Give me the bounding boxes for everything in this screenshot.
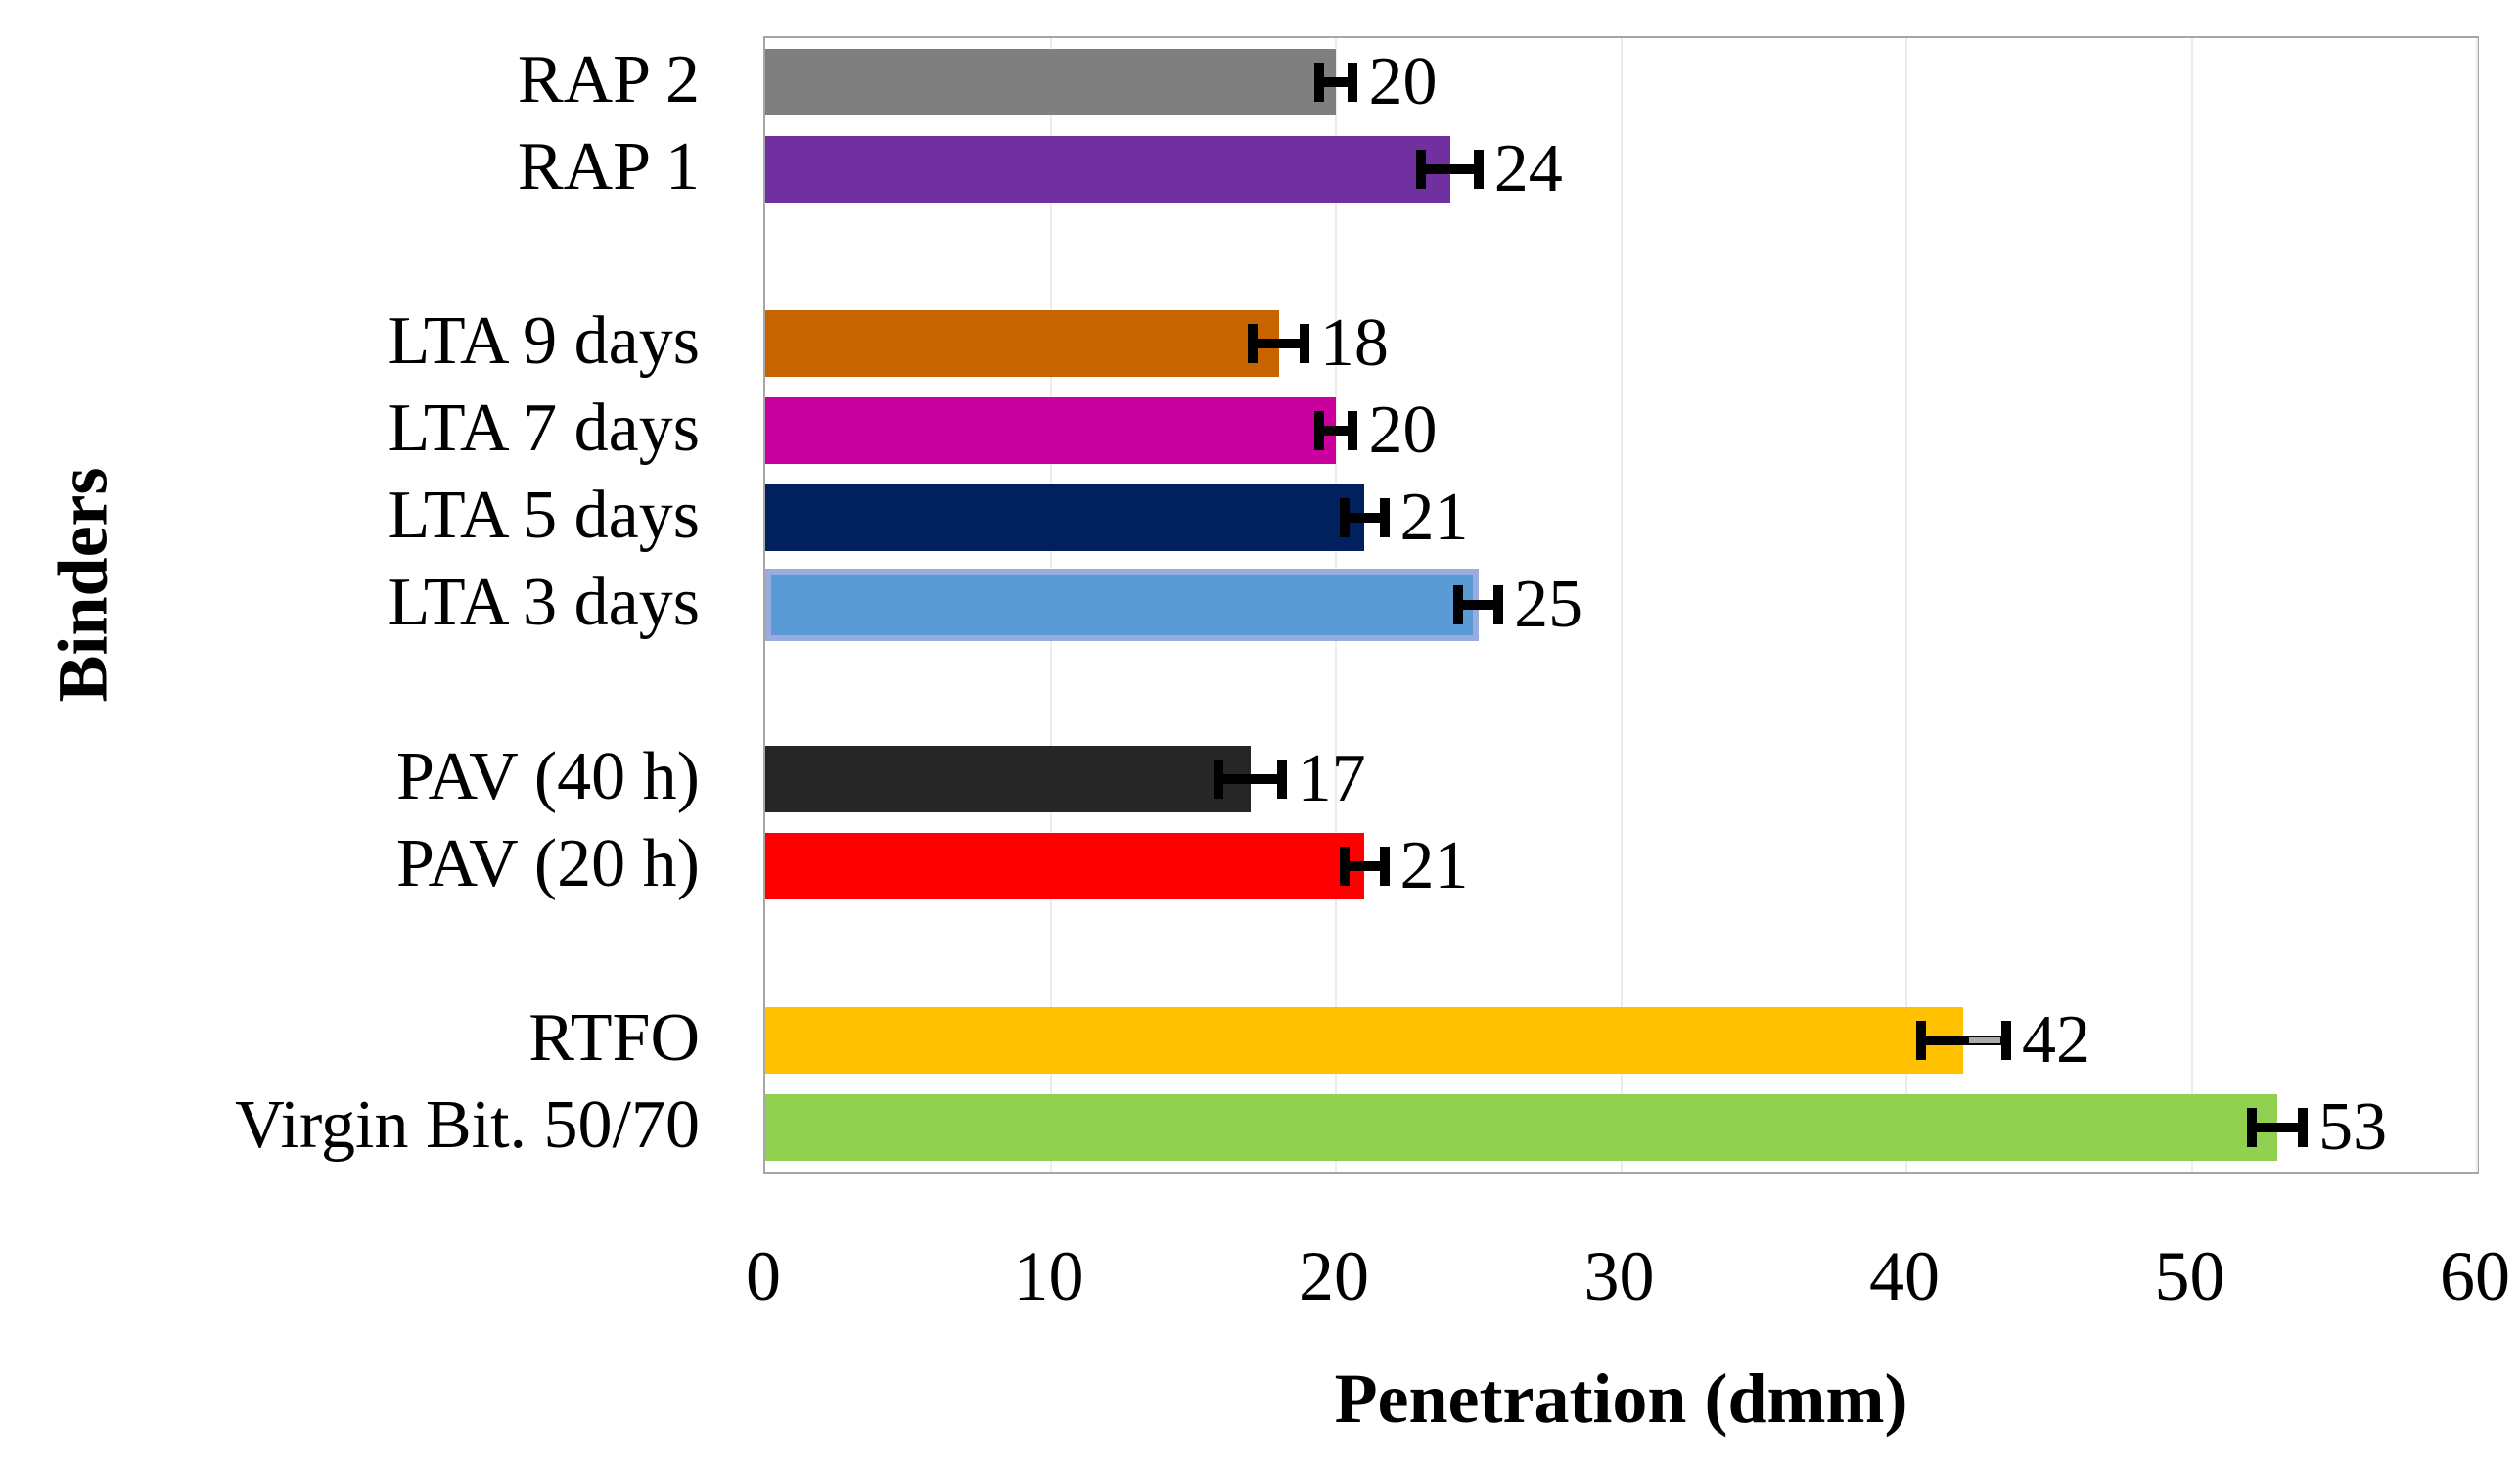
error-bar	[2251, 1123, 2304, 1133]
error-bar-cap	[1379, 497, 1390, 537]
bar	[765, 484, 1365, 551]
category-labels: RAP 2 RAP 1 LTA 9 days LTA 7 days LTA 5 days…	[0, 36, 700, 1174]
error-bar-cap	[1276, 760, 1287, 800]
bar-value-label: 18	[1319, 304, 1389, 381]
error-bar	[1344, 512, 1385, 523]
error-bar	[1344, 861, 1385, 872]
bar	[765, 135, 1450, 203]
error-bar	[1421, 163, 1479, 174]
error-bar-cap	[1453, 585, 1464, 624]
category-label: LTA 3 days	[388, 565, 701, 640]
grid-line	[2476, 38, 2478, 1172]
bar	[765, 309, 1279, 377]
error-bar-cap	[1915, 1021, 1926, 1061]
bar-value-label: 21	[1399, 479, 1469, 555]
category-label: LTA 7 days	[388, 390, 701, 466]
bar	[765, 396, 1336, 464]
grid-line	[2190, 38, 2193, 1172]
bar-value-label: 20	[1368, 392, 1438, 468]
error-bar-cap	[1493, 585, 1504, 624]
bar	[765, 569, 1479, 641]
error-bar	[1218, 774, 1282, 785]
bar-value-label: 42	[2022, 1002, 2091, 1079]
error-bar	[1318, 425, 1353, 436]
x-axis-ticks: 0 10 20 30 40 50 60	[746, 1237, 2510, 1319]
category-label: PAV (20 h)	[396, 826, 700, 902]
bar	[765, 746, 1251, 813]
error-bar-cap	[1379, 847, 1390, 887]
error-bar-cap	[2246, 1108, 2257, 1148]
error-bar-cap	[1313, 62, 1324, 102]
x-tick-label: 0	[746, 1237, 781, 1315]
error-bar-cap	[1416, 149, 1427, 189]
bar	[765, 1007, 1964, 1075]
x-tick-label: 40	[1869, 1237, 1940, 1315]
x-tick-label: 60	[2440, 1237, 2510, 1315]
plot-area: 20 24 18 20 21 25 17 21 42 53	[763, 36, 2479, 1174]
category-label: LTA 5 days	[388, 477, 701, 553]
error-bar-cap	[1214, 760, 1224, 800]
category-label: PAV (40 h)	[396, 739, 700, 815]
x-tick-label: 50	[2154, 1237, 2225, 1315]
category-label: LTA 9 days	[388, 302, 701, 379]
category-label: Virgin Bit. 50/70	[235, 1087, 700, 1164]
x-tick-label: 20	[1299, 1237, 1369, 1315]
error-bar-cap	[2001, 1021, 2012, 1061]
category-label: RTFO	[528, 1000, 700, 1077]
error-bar-cap	[1339, 847, 1350, 887]
category-label: RAP 1	[517, 128, 700, 205]
error-bar-cap	[1248, 323, 1259, 363]
bar-value-label: 20	[1368, 43, 1438, 119]
x-axis-title: Penetration (dmm)	[1334, 1359, 1908, 1438]
error-bar	[1318, 76, 1353, 87]
grid-line	[1905, 38, 1907, 1172]
bar-value-label: 25	[1514, 567, 1583, 642]
error-bar	[1458, 600, 1499, 610]
grid-line	[1620, 38, 1623, 1172]
error-bar-cap	[1299, 323, 1309, 363]
bar	[765, 1094, 2277, 1162]
error-bar-cap	[1348, 62, 1358, 102]
bar	[765, 833, 1365, 900]
bar-value-label: 17	[1297, 741, 1366, 817]
bar	[765, 48, 1336, 115]
x-tick-label: 10	[1013, 1237, 1084, 1315]
bar-value-label: 24	[1493, 130, 1563, 207]
error-bar	[1253, 338, 1305, 348]
error-bar-cap	[1348, 410, 1358, 450]
category-label: RAP 2	[517, 41, 700, 117]
x-tick-label: 30	[1583, 1237, 1655, 1315]
bar-value-label: 21	[1399, 828, 1469, 904]
bar-value-label: 53	[2318, 1089, 2388, 1166]
error-bar-inner-line	[1969, 1037, 2001, 1044]
error-bar-cap	[1313, 410, 1324, 450]
error-bar	[1920, 1036, 2006, 1046]
error-bar-cap	[1339, 497, 1350, 537]
error-bar-cap	[1473, 149, 1484, 189]
error-bar-cap	[2298, 1108, 2309, 1148]
